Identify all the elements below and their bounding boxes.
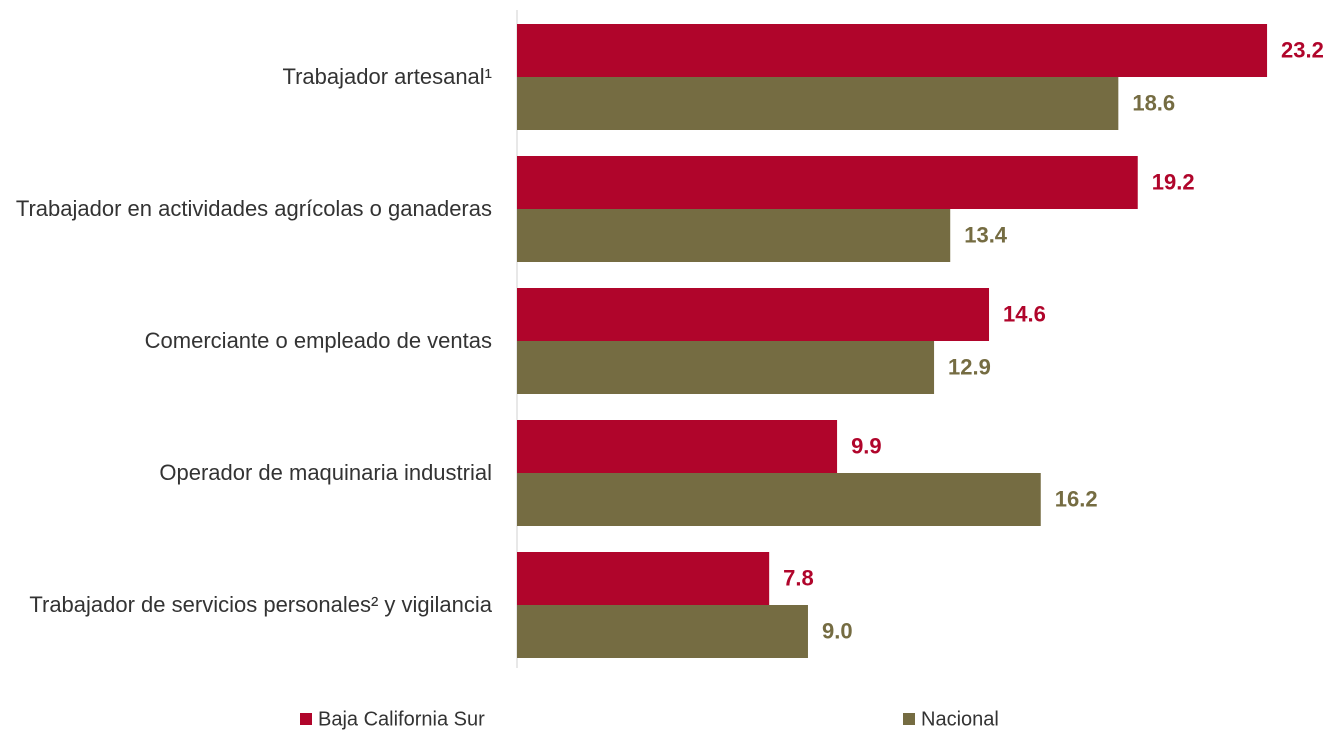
bar [517,420,838,473]
bar [517,24,1268,77]
legend-label: Nacional [921,708,999,730]
category-label: Trabajador en actividades agrícolas o ga… [8,154,492,264]
category-text: Trabajador en actividades agrícolas o ga… [15,196,492,221]
value-label: 13.4 [964,222,1008,247]
value-label: 18.6 [1132,90,1175,115]
category-text: Trabajador artesanal¹ [282,64,492,89]
value-label: 16.2 [1055,486,1098,511]
legend-swatch [903,713,915,725]
bar [517,473,1041,526]
value-label: 7.8 [783,565,814,590]
value-label: 14.6 [1003,301,1046,326]
bar [517,605,808,658]
category-label: Trabajador artesanal¹ [8,22,492,132]
category-text: Operador de maquinaria industrial [159,460,492,485]
category-label: Comerciante o empleado de ventas [8,286,492,396]
bar [517,288,990,341]
value-label: 9.0 [822,618,853,643]
value-label: 12.9 [948,354,991,379]
bar [517,77,1119,130]
value-label: 19.2 [1152,169,1195,194]
category-text: Trabajador de servicios personales² y vi… [29,592,492,617]
category-label: Operador de maquinaria industrial [8,418,492,528]
bar [517,156,1138,209]
category-label: Trabajador de servicios personales² y vi… [8,550,492,660]
bar [517,341,935,394]
bar [517,209,951,262]
legend-label: Baja California Sur [318,708,485,730]
value-label: 23.2 [1281,37,1324,62]
bar [517,552,770,605]
value-label: 9.9 [851,433,882,458]
category-text: Comerciante o empleado de ventas [144,328,492,353]
legend-swatch [300,713,312,725]
